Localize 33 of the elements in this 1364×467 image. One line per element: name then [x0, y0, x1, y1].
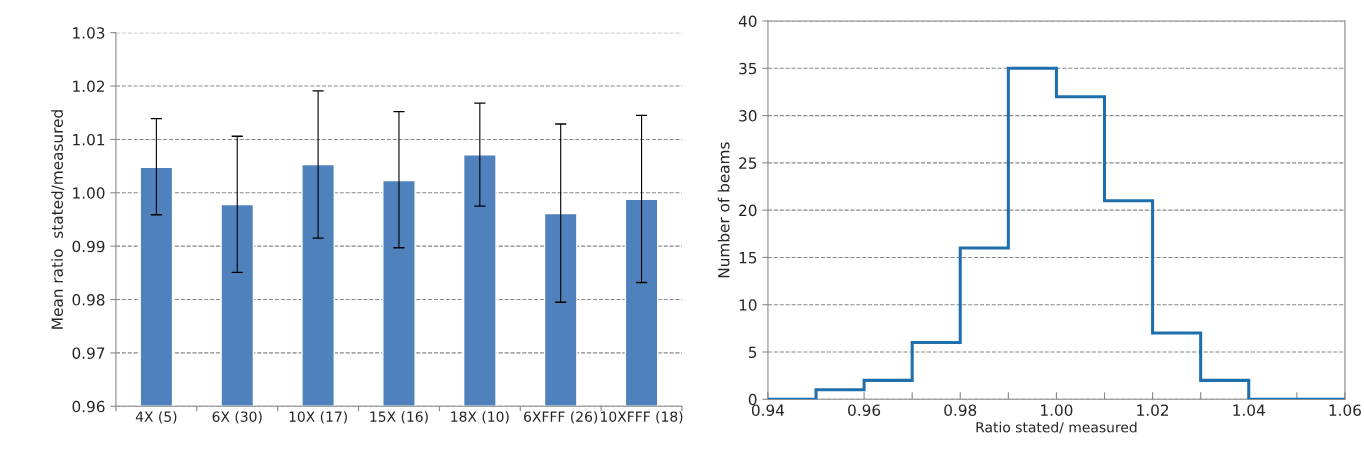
x-tick-label: 18X (10) — [451, 411, 509, 424]
y-tick-label: 15 — [739, 252, 757, 264]
x-tick-label: 10X (17) — [289, 411, 347, 424]
y-tick-label: 1.00 — [73, 187, 105, 199]
x-tick-label: 1.06 — [1329, 404, 1361, 416]
y-tick-label: 0.98 — [72, 294, 105, 306]
x-tick-label: 1.02 — [1137, 404, 1169, 416]
y-tick-label: 0 — [748, 393, 757, 406]
y-tick-label: 5 — [748, 346, 757, 359]
y-tick-label: 35 — [739, 62, 757, 75]
y-tick-label: 30 — [739, 110, 757, 122]
x-tick-label: 4X (5) — [135, 411, 177, 424]
x-tick-label: 0.96 — [848, 404, 881, 416]
x-tick-label: 6X (30) — [212, 411, 262, 424]
y-tick-label: 1.02 — [73, 80, 104, 93]
x-tick-label: 1.04 — [1233, 404, 1265, 416]
y-tick-label: 40 — [738, 15, 757, 28]
x-tick-label: 10XFFF (18) — [601, 411, 683, 424]
y-tick-label: 0.97 — [72, 347, 105, 359]
y-tick-label: 25 — [739, 157, 757, 169]
x-tick-label: 1.00 — [1041, 404, 1073, 416]
x-tick-label: 6XFFF (26) — [524, 411, 598, 424]
x-axis-title: Ratio stated/ measured — [976, 421, 1137, 434]
y-axis-title: Number of beams — [717, 142, 730, 278]
y-tick-label: 0.99 — [72, 240, 105, 253]
y-axis-title: Mean ratio stated/measured — [51, 110, 65, 329]
y-tick-label: 10 — [739, 299, 757, 311]
y-tick-label: 1.01 — [73, 133, 105, 146]
y-tick-label: 1.03 — [73, 27, 105, 39]
x-tick-label: 15X (16) — [370, 411, 428, 424]
y-tick-label: 20 — [739, 204, 757, 217]
x-tick-label: 0.94 — [751, 404, 785, 416]
x-tick-label: 0.98 — [944, 404, 977, 416]
